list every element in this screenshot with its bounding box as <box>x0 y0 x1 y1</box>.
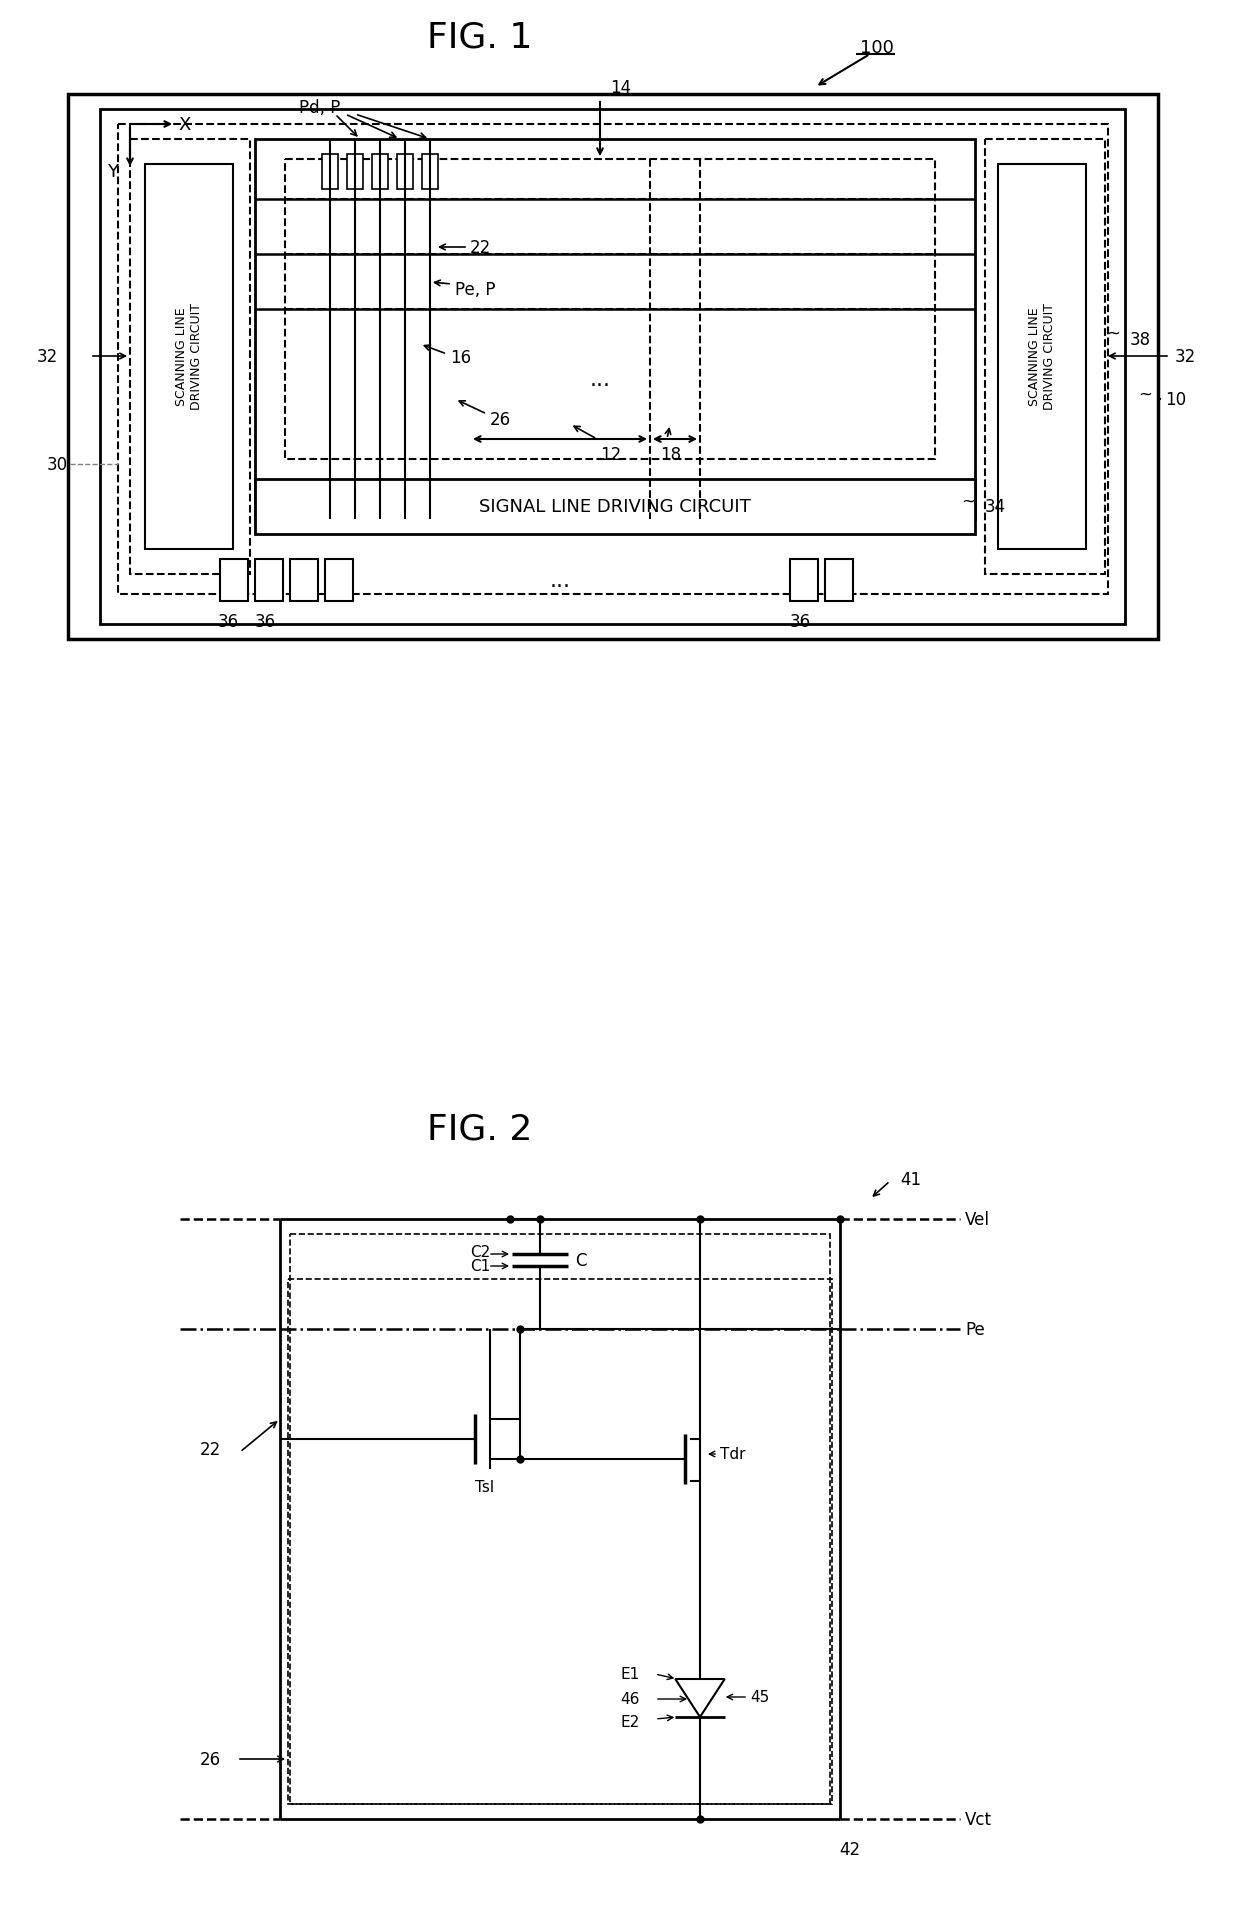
Bar <box>998 164 1086 551</box>
Bar <box>118 126 1109 595</box>
Text: 32: 32 <box>37 348 58 365</box>
Text: 34: 34 <box>985 498 1006 516</box>
Bar <box>285 160 935 460</box>
Bar <box>288 1279 832 1804</box>
Bar <box>985 139 1105 574</box>
Text: Pd, P: Pd, P <box>299 99 341 118</box>
Bar <box>255 139 975 520</box>
Text: 32: 32 <box>1176 348 1197 365</box>
Text: 12: 12 <box>600 446 621 464</box>
Text: 38: 38 <box>1130 330 1151 350</box>
Bar <box>347 155 363 189</box>
Text: 42: 42 <box>839 1839 861 1859</box>
Text: 36: 36 <box>254 612 275 630</box>
Text: 26: 26 <box>490 412 511 429</box>
Bar <box>145 164 233 551</box>
Bar <box>325 560 353 601</box>
Bar <box>130 139 250 574</box>
Text: Pe, P: Pe, P <box>455 280 496 299</box>
Bar <box>825 560 853 601</box>
Bar <box>290 1235 830 1804</box>
Text: 36: 36 <box>790 612 811 630</box>
Text: Tdr: Tdr <box>720 1447 745 1463</box>
Bar <box>422 155 438 189</box>
Text: Vel: Vel <box>965 1209 990 1229</box>
Text: 46: 46 <box>620 1692 640 1706</box>
Text: 30: 30 <box>47 456 68 473</box>
Text: 45: 45 <box>750 1690 769 1704</box>
Text: Tsl: Tsl <box>475 1480 495 1495</box>
Text: 16: 16 <box>450 350 471 367</box>
Text: 10: 10 <box>1166 390 1187 410</box>
Text: 22: 22 <box>200 1439 221 1459</box>
Text: 14: 14 <box>610 79 631 97</box>
Text: Pe: Pe <box>965 1320 985 1339</box>
Text: SIGNAL LINE DRIVING CIRCUIT: SIGNAL LINE DRIVING CIRCUIT <box>479 498 751 516</box>
Text: 36: 36 <box>217 612 238 630</box>
Bar <box>68 95 1158 639</box>
Text: ~: ~ <box>1106 325 1120 342</box>
Text: 100: 100 <box>861 39 894 56</box>
Text: FIG. 1: FIG. 1 <box>428 21 533 54</box>
Text: C1: C1 <box>470 1260 490 1273</box>
Text: C2: C2 <box>470 1244 490 1260</box>
Text: ...: ... <box>549 570 570 591</box>
Text: C: C <box>575 1252 587 1269</box>
Bar <box>322 155 339 189</box>
Text: Y: Y <box>107 162 118 182</box>
Text: 26: 26 <box>200 1750 221 1768</box>
Text: SCANNING LINE
DRIVING CIRCUIT: SCANNING LINE DRIVING CIRCUIT <box>1028 303 1056 410</box>
Text: ...: ... <box>589 369 610 390</box>
Bar <box>372 155 388 189</box>
Text: X: X <box>179 116 191 133</box>
Text: ~: ~ <box>1138 386 1152 404</box>
Text: 41: 41 <box>900 1171 921 1188</box>
Text: SCANNING LINE
DRIVING CIRCUIT: SCANNING LINE DRIVING CIRCUIT <box>175 303 203 410</box>
Text: Vct: Vct <box>965 1810 992 1828</box>
Bar <box>790 560 818 601</box>
Bar <box>397 155 413 189</box>
Text: 22: 22 <box>470 240 491 257</box>
Bar <box>255 560 283 601</box>
Bar <box>100 110 1125 624</box>
Bar <box>219 560 248 601</box>
Bar <box>290 560 317 601</box>
Text: 18: 18 <box>660 446 681 464</box>
Bar <box>255 479 975 535</box>
Text: FIG. 2: FIG. 2 <box>428 1113 533 1146</box>
Text: E2: E2 <box>620 1714 640 1729</box>
Text: ~: ~ <box>961 493 975 510</box>
Text: E1: E1 <box>620 1667 640 1681</box>
